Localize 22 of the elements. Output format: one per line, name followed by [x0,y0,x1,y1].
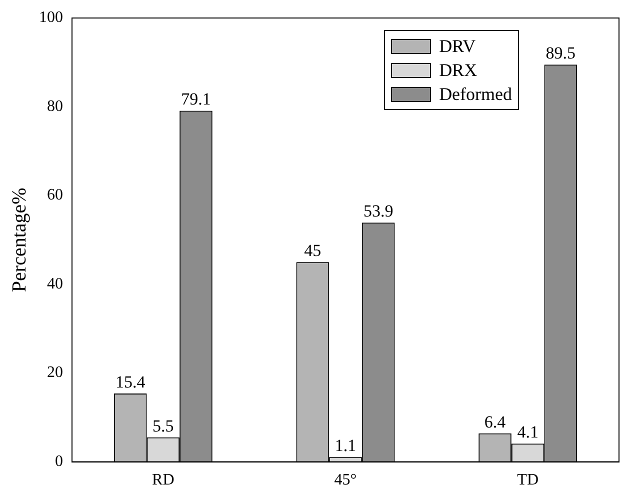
data-label: 15.4 [115,372,146,392]
data-label: 6.4 [484,412,506,432]
y-tick-label: 0 [55,453,63,470]
data-label: 53.9 [363,202,394,221]
y-tick-label: 40 [47,275,63,292]
data-label: 89.5 [546,44,576,63]
legend-label: DRX [439,60,478,80]
x-tick-label: 45° [334,472,357,489]
data-label: 4.1 [517,422,538,442]
data-label: 1.1 [334,436,356,455]
y-axis-title: Percentage% [8,188,30,292]
y-tick-label: 20 [47,364,63,382]
y-tick-label: 100 [39,9,63,26]
data-label: 79.1 [181,90,211,109]
x-tick-label: RD [152,472,174,489]
x-tick-label: TD [517,472,538,489]
data-label: 5.5 [152,416,174,436]
data-label: 45 [304,241,322,260]
legend-label: DRV [439,36,476,56]
y-tick-label: 60 [47,186,63,204]
y-tick-label: 80 [47,98,63,115]
legend-label: Deformed [439,84,512,104]
